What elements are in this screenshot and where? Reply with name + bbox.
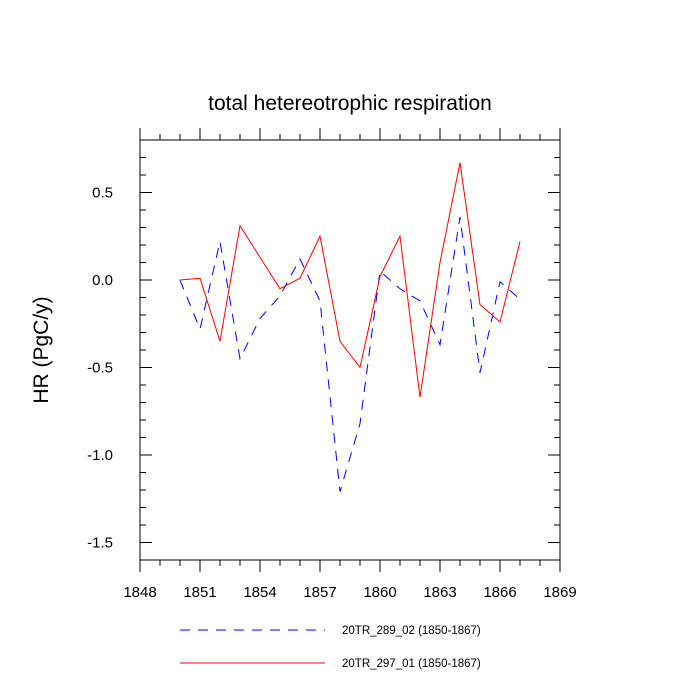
axis-ticks (139, 128, 561, 572)
plot-frame (139, 139, 561, 561)
series-lines (179, 162, 521, 492)
series-line-1 (179, 216, 521, 492)
legend-label-series-1: 20TR_289_02 (1850-1867) (342, 625, 481, 637)
series-line-2 (179, 162, 521, 398)
x-tick-label: 1860 (363, 584, 396, 601)
y-tick-label: -1.0 (87, 447, 113, 464)
y-tick-label: -1.5 (87, 535, 113, 552)
x-tick-label: 1866 (483, 584, 516, 601)
chart-title: total hetereotrophic respiration (208, 92, 492, 115)
legend-label-series-2: 20TR_297_01 (1850-1867) (342, 658, 481, 670)
legend: 20TR_289_02 (1850-1867) 20TR_297_01 (185… (180, 625, 481, 670)
y-tick-label: 0.0 (92, 272, 113, 289)
y-tick-label: 0.5 (92, 185, 113, 202)
y-tick-label: -0.5 (87, 360, 113, 377)
x-tick-label: 1869 (543, 584, 576, 601)
x-tick-label: 1851 (183, 584, 216, 601)
axis-tick-labels: 1848 1851 1854 1857 1860 1863 1866 1869 -1.5 -1.0… (87, 185, 577, 602)
x-tick-label: 1854 (243, 584, 276, 601)
x-tick-label: 1848 (123, 584, 156, 601)
x-tick-label: 1857 (303, 584, 336, 601)
x-tick-label: 1863 (423, 584, 456, 601)
y-axis-label: HR (PgC/y) (30, 296, 53, 403)
